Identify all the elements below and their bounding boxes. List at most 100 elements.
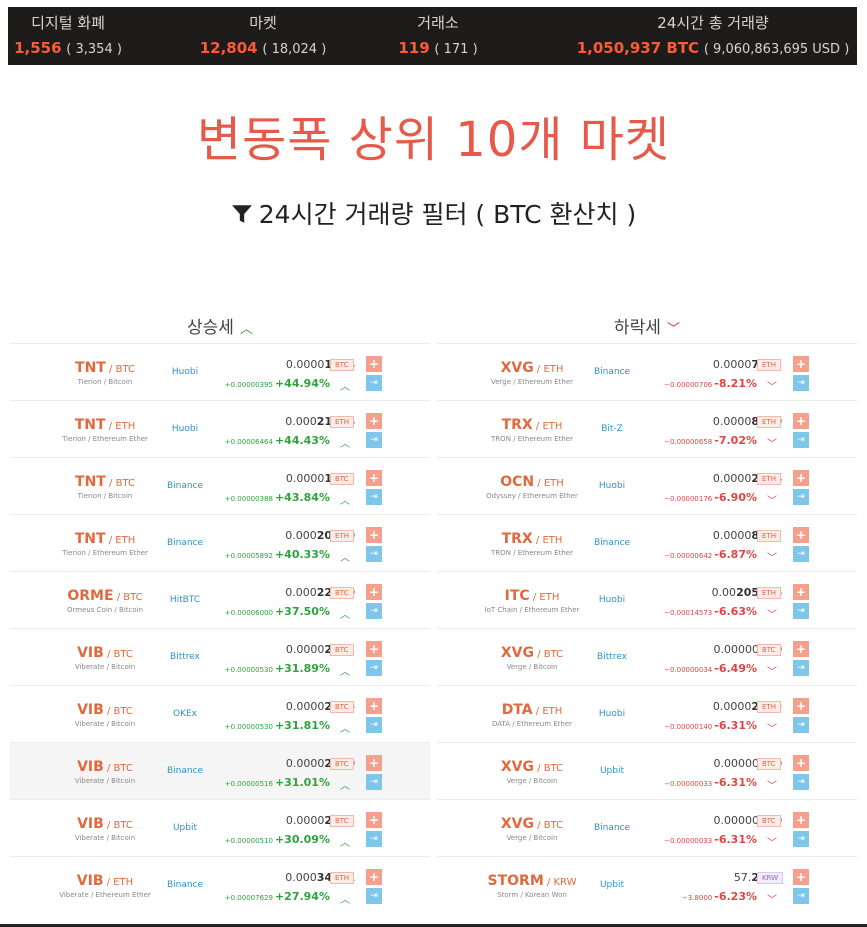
external-link-icon[interactable]: ⇥ — [793, 888, 809, 904]
plus-icon[interactable]: + — [793, 755, 809, 771]
exchange-link[interactable]: Binance — [593, 823, 631, 833]
market-pair[interactable]: TNT / ETH Tierion / Ethereum Ether — [10, 414, 200, 443]
column-header-losers[interactable]: 하락세 ﹀ — [437, 313, 857, 338]
plus-icon[interactable]: + — [793, 413, 809, 429]
external-link-icon[interactable]: ⇥ — [366, 831, 382, 847]
plus-icon[interactable]: + — [793, 641, 809, 657]
plus-icon[interactable]: + — [793, 470, 809, 486]
external-link-icon[interactable]: ⇥ — [366, 660, 382, 676]
market-pair[interactable]: TRX / ETH TRON / Ethereum Ether — [437, 528, 627, 557]
external-link-icon[interactable]: ⇥ — [366, 774, 382, 790]
market-pair[interactable]: VIB / ETH Viberate / Ethereum Ether — [10, 870, 200, 899]
market-pair[interactable]: XVG / BTC Verge / Bitcoin — [437, 756, 627, 785]
plus-icon[interactable]: + — [366, 812, 382, 828]
market-row[interactable]: XVG / ETH Verge / Ethereum Ether Binance 0.… — [437, 343, 857, 400]
exchange-link[interactable]: Binance — [166, 880, 204, 890]
market-row[interactable]: DTA / ETH DATA / Ethereum Ether Huobi 0.000… — [437, 685, 857, 742]
market-row[interactable]: ITC / ETH IoT Chain / Ethereum Ether Huobi… — [437, 571, 857, 628]
market-row[interactable]: OCN / ETH Odyssey / Ethereum Ether Huobi 0.… — [437, 457, 857, 514]
exchange-link[interactable]: Huobi — [598, 481, 626, 491]
market-row[interactable]: VIB / ETH Viberate / Ethereum Ether Binanc… — [10, 856, 430, 913]
external-link-icon[interactable]: ⇥ — [793, 831, 809, 847]
market-row[interactable]: ORME / BTC Ormeus Coin / Bitcoin HitBTC 0.0… — [10, 571, 430, 628]
market-pair[interactable]: VIB / BTC Viberate / Bitcoin — [10, 813, 200, 842]
market-pair[interactable]: XVG / BTC Verge / Bitcoin — [437, 813, 627, 842]
market-pair[interactable]: TRX / ETH TRON / Ethereum Ether — [437, 414, 627, 443]
plus-icon[interactable]: + — [366, 869, 382, 885]
plus-icon[interactable]: + — [366, 527, 382, 543]
plus-icon[interactable]: + — [366, 755, 382, 771]
exchange-link[interactable]: OKEx — [173, 709, 197, 719]
exchange-link[interactable]: HitBTC — [169, 595, 201, 605]
market-row[interactable]: TNT / ETH Tierion / Ethereum Ether Huobi 0.… — [10, 400, 430, 457]
market-pair[interactable]: DTA / ETH DATA / Ethereum Ether — [437, 699, 627, 728]
plus-icon[interactable]: + — [366, 356, 382, 372]
external-link-icon[interactable]: ⇥ — [793, 432, 809, 448]
market-pair[interactable]: OCN / ETH Odyssey / Ethereum Ether — [437, 471, 627, 500]
exchange-link[interactable]: Binance — [166, 481, 204, 491]
exchange-link[interactable]: Upbit — [599, 766, 625, 776]
exchange-link[interactable]: Bittrex — [597, 652, 627, 662]
external-link-icon[interactable]: ⇥ — [793, 546, 809, 562]
external-link-icon[interactable]: ⇥ — [366, 717, 382, 733]
external-link-icon[interactable]: ⇥ — [366, 432, 382, 448]
exchange-link[interactable]: Bit-Z — [601, 424, 623, 434]
column-header-gainers[interactable]: 상승세 ︿ — [10, 313, 430, 338]
plus-icon[interactable]: + — [366, 413, 382, 429]
market-pair[interactable]: STORM / KRW Storm / Korean Won — [437, 870, 627, 899]
plus-icon[interactable]: + — [793, 812, 809, 828]
market-pair[interactable]: XVG / BTC Verge / Bitcoin — [437, 642, 627, 671]
market-row[interactable]: TRX / ETH TRON / Ethereum Ether Bit-Z 0.000… — [437, 400, 857, 457]
market-pair[interactable]: VIB / BTC Viberate / Bitcoin — [10, 699, 200, 728]
external-link-icon[interactable]: ⇥ — [366, 546, 382, 562]
market-pair[interactable]: VIB / BTC Viberate / Bitcoin — [10, 756, 200, 785]
market-row[interactable]: VIB / BTC Viberate / Bitcoin Binance 0.0000… — [10, 742, 430, 799]
external-link-icon[interactable]: ⇥ — [793, 375, 809, 391]
market-pair[interactable]: TNT / ETH Tierion / Ethereum Ether — [10, 528, 200, 557]
plus-icon[interactable]: + — [366, 698, 382, 714]
market-row[interactable]: TRX / ETH TRON / Ethereum Ether Binance 0.0… — [437, 514, 857, 571]
market-pair[interactable]: VIB / BTC Viberate / Bitcoin — [10, 642, 200, 671]
external-link-icon[interactable]: ⇥ — [793, 660, 809, 676]
external-link-icon[interactable]: ⇥ — [793, 717, 809, 733]
exchange-link[interactable]: Upbit — [599, 880, 625, 890]
plus-icon[interactable]: + — [366, 470, 382, 486]
plus-icon[interactable]: + — [793, 356, 809, 372]
market-pair[interactable]: ORME / BTC Ormeus Coin / Bitcoin — [10, 585, 200, 614]
market-pair[interactable]: TNT / BTC Tierion / Bitcoin — [10, 471, 200, 500]
market-pair[interactable]: ITC / ETH IoT Chain / Ethereum Ether — [437, 585, 627, 614]
external-link-icon[interactable]: ⇥ — [366, 888, 382, 904]
external-link-icon[interactable]: ⇥ — [793, 489, 809, 505]
external-link-icon[interactable]: ⇥ — [366, 489, 382, 505]
market-pair[interactable]: XVG / ETH Verge / Ethereum Ether — [437, 357, 627, 386]
external-link-icon[interactable]: ⇥ — [793, 774, 809, 790]
exchange-link[interactable]: Upbit — [172, 823, 198, 833]
volume-filter[interactable]: 24시간 거래량 필터 ( BTC 환산치 ) — [0, 195, 867, 231]
exchange-link[interactable]: Binance — [593, 538, 631, 548]
plus-icon[interactable]: + — [793, 527, 809, 543]
plus-icon[interactable]: + — [793, 869, 809, 885]
exchange-link[interactable]: Binance — [166, 538, 204, 548]
market-row[interactable]: TNT / ETH Tierion / Ethereum Ether Binance… — [10, 514, 430, 571]
plus-icon[interactable]: + — [793, 698, 809, 714]
exchange-link[interactable]: Binance — [593, 367, 631, 377]
market-pair[interactable]: TNT / BTC Tierion / Bitcoin — [10, 357, 200, 386]
plus-icon[interactable]: + — [793, 584, 809, 600]
exchange-link[interactable]: Binance — [166, 766, 204, 776]
exchange-link[interactable]: Huobi — [598, 595, 626, 605]
external-link-icon[interactable]: ⇥ — [793, 603, 809, 619]
market-row[interactable]: VIB / BTC Viberate / Bitcoin Bittrex 0.0000… — [10, 628, 430, 685]
plus-icon[interactable]: + — [366, 641, 382, 657]
exchange-link[interactable]: Huobi — [171, 367, 199, 377]
exchange-link[interactable]: Bittrex — [170, 652, 200, 662]
exchange-link[interactable]: Huobi — [598, 709, 626, 719]
plus-icon[interactable]: + — [366, 584, 382, 600]
